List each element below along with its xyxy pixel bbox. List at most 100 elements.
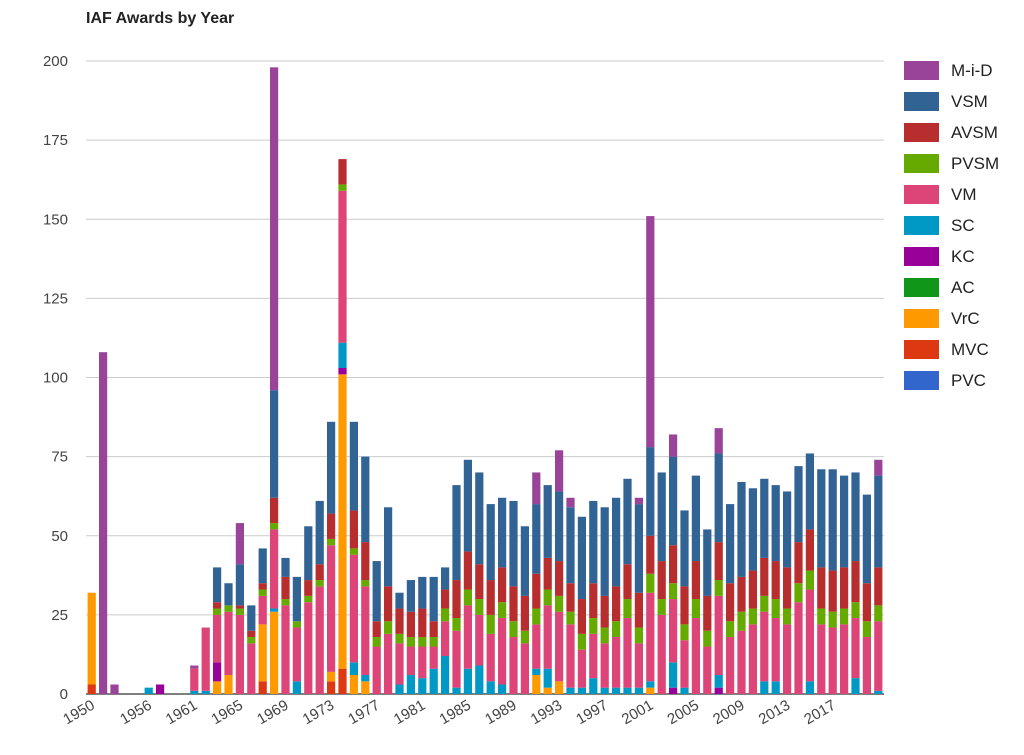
bar-segment-AVSM-1966	[269, 497, 279, 524]
bar-segment-VSM-2009	[760, 478, 769, 558]
bar-segment-SC-2001	[668, 662, 678, 688]
bar-segment-VM-1987	[509, 637, 518, 694]
bar-segment-PVSM-1968	[292, 621, 302, 628]
bar-segment-VM-2016	[839, 624, 849, 694]
bar-segment-AVSM-2008	[748, 570, 758, 609]
y-tick-label-100: 100	[43, 370, 68, 387]
bar-segment-SC-1989	[532, 668, 541, 676]
bar-segment-AVSM-1964	[247, 630, 256, 638]
bar-segment-AVSM-1997	[623, 564, 632, 600]
bar-segment-VM-2014	[817, 624, 826, 694]
legend-label-VSM: VSM	[951, 92, 988, 111]
bar-segment-VM-2005	[714, 595, 723, 676]
bar-segment-VM-1965	[258, 595, 267, 625]
bar-segment-PVSM-1962	[224, 605, 233, 612]
bar-segment-PVSM-1999	[646, 573, 655, 593]
bar-segment-PVSM-1972	[338, 184, 347, 191]
bar-segment-M-i-D-2005	[714, 428, 723, 454]
bar-segment-VM-1982	[452, 630, 461, 688]
bar-segment-PVSM-2009	[760, 595, 769, 612]
bar-segment-VM-1998	[634, 643, 644, 688]
bar-segment-VSM-1979	[418, 576, 427, 609]
bar-segment-PVSM-1964	[247, 637, 256, 644]
bar-segment-AVSM-1965	[258, 583, 267, 590]
bar-segment-PVSM-2010	[771, 599, 780, 619]
y-tick-label-50: 50	[51, 528, 68, 545]
bar-segment-PVSM-1961	[212, 608, 222, 615]
x-tick-label-1997: 1997	[573, 697, 610, 728]
bar-segment-VSM-2016	[839, 475, 849, 568]
bar-segment-VM-2007	[737, 630, 746, 694]
bar-segment-VM-1981	[440, 621, 450, 657]
bar-segment-VM-1975	[372, 646, 381, 694]
bar-segment-SC-1968	[292, 681, 302, 694]
bar-segment-VM-2015	[828, 627, 837, 694]
bar-segment-SC-1982	[452, 687, 461, 694]
bar-segment-PVSM-1966	[269, 523, 279, 530]
bar-segment-SC-1993	[577, 687, 587, 694]
x-tick-label-1981: 1981	[391, 697, 428, 728]
bar-segment-VM-1959	[190, 668, 199, 691]
bar-segment-SC-1972	[338, 342, 347, 369]
bar-segment-AVSM-1983	[463, 551, 473, 590]
bar-segment-MVC-1971	[326, 681, 336, 694]
bar-segment-VSM-1967	[281, 557, 290, 577]
y-tick-label-25: 25	[51, 607, 68, 624]
x-tick-label-1993: 1993	[528, 697, 565, 728]
legend-label-AC: AC	[951, 278, 975, 297]
bar-segment-KC-1972	[338, 368, 347, 375]
bar-segment-PVSM-2018	[862, 621, 872, 638]
bar-segment-VM-1986	[497, 618, 507, 685]
bar-segment-SC-1994	[589, 678, 598, 694]
bar-segment-SC-1985	[486, 681, 495, 694]
bar-segment-SC-1997	[623, 687, 632, 694]
bar-segment-VSM-2005	[714, 453, 723, 543]
bar-segment-VSM-2015	[828, 469, 837, 571]
bar-segment-AVSM-1969	[304, 580, 313, 596]
bar-segment-VM-1963	[235, 614, 245, 694]
bar-segment-PVSM-1963	[235, 608, 245, 615]
bar-segment-VM-2018	[862, 637, 872, 694]
legend-label-KC: KC	[951, 247, 975, 266]
bar-segment-SC-1999	[646, 681, 655, 688]
bar-segment-VrC-1971	[326, 671, 336, 682]
bar-segment-VSM-1986	[497, 497, 507, 568]
x-tick-label-2017: 2017	[801, 697, 838, 728]
bar-segment-VM-1966	[269, 529, 279, 609]
bar-segment-SC-2009	[760, 681, 769, 694]
bar-segment-VSM-1987	[509, 500, 518, 587]
bar-segment-AVSM-2017	[851, 561, 860, 603]
bar-segment-AVSM-2011	[782, 567, 792, 609]
bar-segment-VSM-2011	[782, 491, 792, 568]
legend: M-i-D VSM AVSM PVSM VM SC KC AC VrC MVC PVC	[904, 61, 999, 390]
legend-swatch-AVSM	[904, 123, 939, 142]
bar-segment-VrC-1961	[212, 681, 222, 694]
bar-segment-VrC-1972	[338, 374, 347, 669]
bar-segment-VSM-2006	[725, 504, 735, 584]
bar-segment-M-i-D-1952	[110, 684, 119, 694]
bar-segment-VSM-1963	[235, 564, 245, 606]
bar-segment-M-i-D-2019	[874, 459, 883, 476]
bar-segment-PVSM-1978	[406, 637, 416, 647]
bar-segment-SC-1966	[269, 608, 279, 612]
bar-segment-PVSM-2019	[874, 605, 883, 622]
bar-segment-SC-1973	[349, 662, 359, 676]
bar-segment-VSM-1984	[475, 472, 484, 565]
bar-segment-VSM-1991	[554, 491, 564, 562]
bar-segment-AVSM-2007	[737, 576, 746, 612]
legend-swatch-AC	[904, 278, 939, 297]
bar-segment-PVSM-1996	[611, 621, 621, 638]
bar-segment-VSM-2013	[805, 453, 815, 530]
bar-segment-VSM-1964	[247, 605, 256, 631]
bar-segment-MVC-1972	[338, 668, 347, 694]
bar-segment-M-i-D-1959	[190, 665, 199, 669]
bar-segment-VrC-1989	[532, 675, 541, 694]
bar-segment-AVSM-1990	[543, 557, 552, 590]
bar-segment-SC-1978	[406, 675, 416, 694]
y-tick-label-200: 200	[43, 53, 68, 70]
bar-segment-VSM-1965	[258, 548, 267, 584]
bar-segment-AVSM-1996	[611, 586, 621, 622]
bar-segment-VSM-1995	[600, 507, 609, 596]
bar-segment-PVSM-1982	[452, 618, 461, 631]
